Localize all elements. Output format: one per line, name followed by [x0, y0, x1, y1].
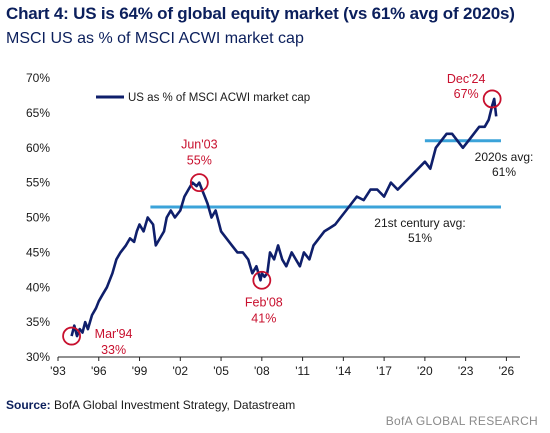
- annotation-value: 55%: [187, 154, 212, 168]
- x-tick-label: '02: [172, 364, 188, 378]
- reference-lines: 21st century avg:51% 2020s avg:61%: [150, 139, 534, 245]
- annotation-label: Feb'08: [245, 295, 283, 309]
- annotation-value: 33%: [101, 343, 126, 357]
- y-tick-label: 50%: [26, 211, 50, 225]
- y-tick-label: 60%: [26, 141, 50, 155]
- y-tick-label: 45%: [26, 245, 50, 259]
- highlight-circle: [62, 326, 81, 346]
- annotation-label: Mar'94: [95, 327, 133, 341]
- series-line: [70, 97, 498, 338]
- x-tick-label: '08: [254, 364, 270, 378]
- legend-label: US as % of MSCI ACWI market cap: [128, 92, 310, 104]
- highlight-circle: [482, 89, 502, 109]
- reference-value: 51%: [408, 231, 432, 245]
- y-tick-label: 40%: [26, 280, 50, 294]
- x-tick-label: '11: [295, 364, 310, 378]
- y-tick-label: 70%: [26, 71, 50, 85]
- annotation-value: 41%: [251, 311, 276, 325]
- source-note: Source: BofA Global Investment Strategy,…: [6, 398, 295, 412]
- annotation-label: Dec'24: [447, 72, 486, 86]
- chart-title: Chart 4: US is 64% of global equity mark…: [6, 4, 515, 23]
- y-tick-label: 65%: [26, 106, 50, 120]
- x-tick-label: '26: [499, 364, 515, 378]
- reference-label: 2020s avg:: [475, 150, 534, 164]
- highlight-circle: [252, 270, 272, 290]
- x-tick-label: '99: [132, 364, 148, 378]
- reference-value: 61%: [492, 165, 516, 179]
- y-tick-label: 30%: [26, 350, 50, 364]
- x-tick-label: '05: [213, 364, 229, 378]
- source-label: Source:: [6, 398, 51, 412]
- brand-logo-text: BofA GLOBAL RESEARCH: [385, 414, 538, 428]
- y-tick-label: 35%: [26, 315, 50, 329]
- chart-subtitle: MSCI US as % of MSCI ACWI market cap: [6, 30, 304, 47]
- source-text: BofA Global Investment Strategy, Datastr…: [50, 398, 296, 412]
- x-tick-label: '14: [336, 364, 352, 378]
- annotation-label: Jun'03: [181, 138, 217, 152]
- annotation-value: 67%: [454, 87, 479, 101]
- y-tick-label: 55%: [26, 176, 50, 190]
- axes: 30% 35% 40% 45% 50% 55% 60% 65% 70% '93 '96 '99 '02 '…: [26, 71, 520, 378]
- highlight-circle: [189, 173, 209, 193]
- x-tick-label: '20: [417, 364, 433, 378]
- x-tick-label: '17: [376, 364, 392, 378]
- legend: US as % of MSCI ACWI market cap: [96, 92, 310, 104]
- x-tick-label: '96: [91, 364, 107, 378]
- x-tick-label: '23: [458, 364, 474, 378]
- x-tick-label: '93: [50, 364, 66, 378]
- series-layer: [70, 97, 498, 338]
- reference-label: 21st century avg:: [374, 216, 465, 230]
